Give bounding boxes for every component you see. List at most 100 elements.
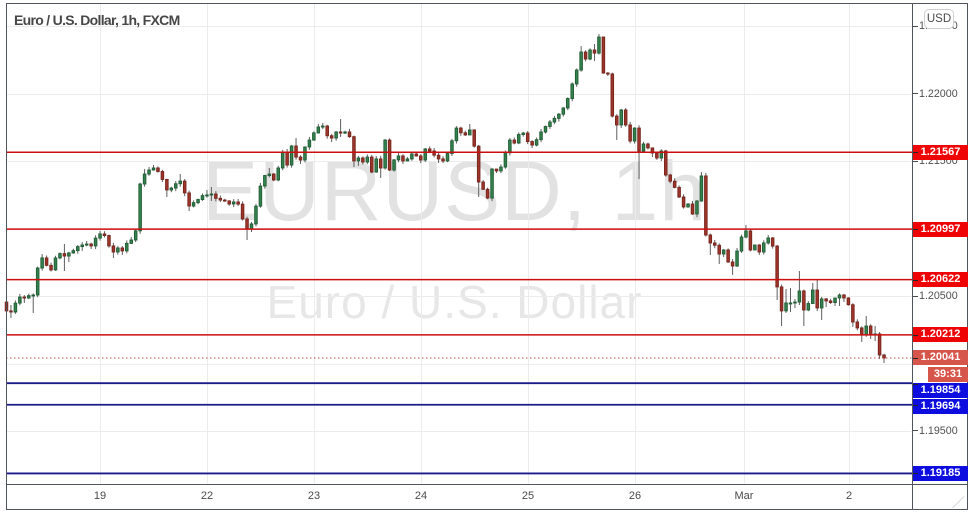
candle-body xyxy=(174,183,178,189)
candle-up xyxy=(574,68,579,87)
candle-up xyxy=(80,242,84,251)
price-scale-tick xyxy=(913,430,918,432)
candle-up xyxy=(276,165,280,182)
candle-body xyxy=(410,153,414,160)
candle-down xyxy=(775,244,779,301)
candle-up xyxy=(343,130,347,135)
candle-body xyxy=(40,257,44,269)
candle-body xyxy=(610,73,615,117)
candle-down xyxy=(9,304,13,318)
candle-down xyxy=(120,246,125,255)
candle-body xyxy=(574,69,579,85)
price-scale-tick xyxy=(913,93,918,95)
symbol-title[interactable]: Euro / U.S. Dollar, 1h, FXCM xyxy=(14,11,180,28)
candle-down xyxy=(361,156,365,165)
candle-body xyxy=(236,201,240,205)
candle-body xyxy=(530,141,534,146)
candle-body xyxy=(84,243,89,246)
candle-down xyxy=(877,331,882,359)
candle-body xyxy=(151,167,156,171)
candle-body xyxy=(343,131,347,134)
candle-body xyxy=(855,321,860,329)
candle-body xyxy=(419,155,423,161)
candle-body xyxy=(187,192,191,207)
candle-up xyxy=(67,251,71,262)
candle-up xyxy=(811,283,815,304)
time-scale-label: Mar xyxy=(734,490,754,502)
candle-up xyxy=(392,159,396,172)
candle-up xyxy=(570,82,574,102)
candle-down xyxy=(325,124,329,139)
price-scale-tick xyxy=(913,383,918,385)
currency-toggle-button[interactable]: USD xyxy=(924,9,954,29)
candle-up xyxy=(76,244,80,254)
candle-up xyxy=(254,203,258,227)
candle-body xyxy=(735,250,739,267)
candle-down xyxy=(646,142,650,150)
candle-down xyxy=(165,178,169,197)
candle-down xyxy=(824,297,828,308)
candle-up xyxy=(499,164,503,174)
price-scale-tick xyxy=(913,25,918,27)
candle-up xyxy=(178,174,182,187)
candles[interactable] xyxy=(4,34,886,363)
candle-body xyxy=(744,230,748,238)
candle-body xyxy=(797,290,802,303)
candle-down xyxy=(815,279,819,312)
candle-body xyxy=(833,297,837,304)
candle-down xyxy=(160,169,165,183)
candle-body xyxy=(468,129,472,136)
candle-down xyxy=(655,151,659,160)
candle-body xyxy=(191,202,196,207)
candle-body xyxy=(762,242,766,253)
candle-up xyxy=(833,297,837,306)
candle-body xyxy=(463,132,468,136)
candle-body xyxy=(815,289,819,309)
candle-down xyxy=(214,191,218,202)
candle-up xyxy=(383,139,387,170)
candle-down xyxy=(240,201,245,221)
candle-body xyxy=(445,153,450,162)
candle-body xyxy=(160,171,165,180)
price-axis-border xyxy=(912,3,913,510)
candle-body xyxy=(824,298,828,302)
candle-body xyxy=(436,154,441,160)
candle-body xyxy=(632,127,637,142)
candle-body xyxy=(13,302,18,313)
candle-body xyxy=(329,135,334,139)
candle-body xyxy=(383,139,387,169)
candle-body xyxy=(67,252,71,257)
candle-body xyxy=(18,296,22,304)
resize-handle-icon[interactable] xyxy=(952,496,964,508)
candle-body xyxy=(570,83,574,99)
candle-body xyxy=(276,167,280,181)
candle-body xyxy=(802,290,806,311)
candle-body xyxy=(44,257,49,266)
candle-up xyxy=(169,186,174,193)
resistance-price-label: 1.20212 xyxy=(913,327,968,343)
candle-body xyxy=(454,127,459,142)
candle-body xyxy=(534,139,539,146)
candle-down xyxy=(610,72,615,118)
candle-up xyxy=(307,136,312,150)
candle-body xyxy=(102,233,107,236)
candle-down xyxy=(664,149,668,177)
candle-down xyxy=(726,248,730,263)
candle-up xyxy=(196,198,200,205)
candle-down xyxy=(347,128,352,138)
candle-body xyxy=(307,139,312,148)
candle-body xyxy=(111,245,116,253)
candle-up xyxy=(762,240,766,255)
candle-body xyxy=(686,203,690,208)
candle-up xyxy=(31,293,35,313)
candle-body xyxy=(22,296,27,299)
candle-body xyxy=(672,180,677,188)
candle-up xyxy=(597,34,601,55)
candle-up xyxy=(98,230,102,241)
candle-body xyxy=(76,246,80,252)
candle-body xyxy=(254,205,258,225)
candle-body xyxy=(223,199,227,202)
candle-body xyxy=(882,354,886,359)
candle-body xyxy=(263,175,267,187)
